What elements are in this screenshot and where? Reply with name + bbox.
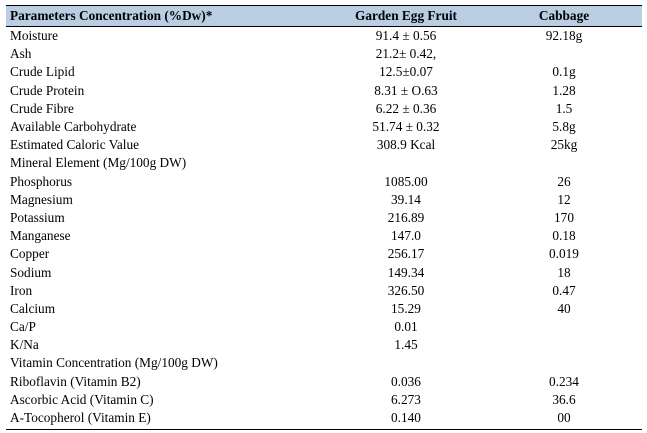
garden-egg-cell: 15.29 xyxy=(391,300,421,316)
parameter-cell: Iron xyxy=(10,282,33,298)
cabbage-cell: 1.5 xyxy=(555,100,573,116)
parameter-cell: Available Carbohydrate xyxy=(10,119,137,135)
cabbage-cell: 18 xyxy=(557,264,571,280)
garden-egg-cell: 326.50 xyxy=(387,282,425,298)
parameter-cell: Ascorbic Acid (Vitamin C) xyxy=(10,391,154,407)
cabbage-cell: 00 xyxy=(557,410,571,426)
table-row: Ascorbic Acid (Vitamin C) 6.273 36.6 xyxy=(6,391,642,409)
table-row: Ca/P 0.01 xyxy=(6,318,642,336)
parameter-cell: Moisture xyxy=(10,28,59,44)
header-cabbage: Cabbage xyxy=(538,8,590,23)
parameter-cell: Vitamin Concentration (Mg/100g DW) xyxy=(10,355,218,371)
garden-egg-cell: 0.140 xyxy=(391,410,421,426)
table-row: Magnesium 39.14 12 xyxy=(6,191,642,209)
cabbage-cell: 36.6 xyxy=(552,391,576,407)
table-row: Available Carbohydrate 51.74 ± 0.32 5.8g xyxy=(6,118,642,136)
table-row: Crude Lipid 12.5±0.07 0.1g xyxy=(6,63,642,81)
cabbage-cell: 1.28 xyxy=(552,82,576,98)
parameter-cell: K/Na xyxy=(10,337,39,353)
table-row: Manganese 147.0 0.18 xyxy=(6,227,642,245)
parameter-cell: Potassium xyxy=(10,209,65,225)
table-row: Calcium 15.29 40 xyxy=(6,300,642,318)
garden-egg-cell: 0.01 xyxy=(394,319,418,335)
table-row: Copper 256.17 0.019 xyxy=(6,245,642,263)
parameter-cell: Crude Protein xyxy=(10,82,85,98)
table-row: Crude Protein 8.31 ± O.63 1.28 xyxy=(6,82,642,100)
cabbage-cell: 0.019 xyxy=(549,246,579,262)
parameter-cell: A-Tocopherol (Vitamin E) xyxy=(10,410,151,426)
table-row: Mineral Element (Mg/100g DW) xyxy=(6,154,642,172)
cabbage-cell: 0.234 xyxy=(549,373,579,389)
header-garden-egg: Garden Egg Fruit xyxy=(355,8,457,23)
table-row: K/Na 1.45 xyxy=(6,336,642,354)
table-body: Moisture 91.4 ± 0.56 92.18g Ash 21.2± 0.42, C… xyxy=(6,27,642,427)
table-row: Crude Fibre 6.22 ± 0.36 1.5 xyxy=(6,100,642,118)
table-row: Riboflavin (Vitamin B2) 0.036 0.234 xyxy=(6,373,642,391)
cabbage-cell: 40 xyxy=(557,300,571,316)
parameter-cell: Magnesium xyxy=(10,191,73,207)
table-row: Vitamin Concentration (Mg/100g DW) xyxy=(6,354,642,372)
nutrient-table: Parameters Concentration (%Dw)* Garden E… xyxy=(6,5,642,430)
table-row: Sodium 149.34 18 xyxy=(6,263,642,281)
cabbage-cell: 92.18g xyxy=(545,28,583,44)
header-parameters: Parameters Concentration (%Dw)* xyxy=(10,8,213,23)
parameter-cell: Ash xyxy=(10,46,32,62)
garden-egg-cell: 147.0 xyxy=(391,228,421,244)
parameter-cell: Crude Lipid xyxy=(10,64,75,80)
table-row: A-Tocopherol (Vitamin E) 0.140 00 xyxy=(6,409,642,427)
garden-egg-cell: 12.5±0.07 xyxy=(379,64,433,80)
parameter-cell: Ca/P xyxy=(10,319,36,335)
cabbage-cell: 5.8g xyxy=(552,119,576,135)
table-header: Parameters Concentration (%Dw)* Garden E… xyxy=(6,6,642,27)
cabbage-cell: 0.1g xyxy=(552,64,576,80)
garden-egg-cell: 1.45 xyxy=(394,337,418,353)
parameter-cell: Manganese xyxy=(10,228,71,244)
garden-egg-cell: 39.14 xyxy=(391,191,421,207)
garden-egg-cell: 6.273 xyxy=(391,391,421,407)
cabbage-cell: 170 xyxy=(554,209,574,225)
garden-egg-cell: 91.4 ± 0.56 xyxy=(375,28,437,44)
garden-egg-cell: 256.17 xyxy=(387,246,425,262)
parameter-cell: Crude Fibre xyxy=(10,100,74,116)
garden-egg-cell: 21.2± 0.42, xyxy=(375,46,437,62)
table-row: Potassium 216.89 170 xyxy=(6,209,642,227)
parameter-cell: Estimated Caloric Value xyxy=(10,137,139,153)
cabbage-cell: 12 xyxy=(557,191,571,207)
garden-egg-cell: 1085.00 xyxy=(384,173,428,189)
cabbage-cell: 0.47 xyxy=(552,282,576,298)
table-row: Phosphorus 1085.00 26 xyxy=(6,173,642,191)
cabbage-cell: 25kg xyxy=(550,137,578,153)
table-row: Ash 21.2± 0.42, xyxy=(6,45,642,63)
table-row: Moisture 91.4 ± 0.56 92.18g xyxy=(6,27,642,45)
garden-egg-cell: 0.036 xyxy=(391,373,421,389)
parameter-cell: Riboflavin (Vitamin B2) xyxy=(10,373,141,389)
table-row: Estimated Caloric Value 308.9 Kcal 25kg xyxy=(6,136,642,154)
garden-egg-cell: 149.34 xyxy=(387,264,425,280)
cabbage-cell: 26 xyxy=(557,173,571,189)
table-row: Iron 326.50 0.47 xyxy=(6,282,642,300)
cabbage-cell: 0.18 xyxy=(552,228,576,244)
garden-egg-cell: 308.9 Kcal xyxy=(376,137,436,153)
garden-egg-cell: 6.22 ± 0.36 xyxy=(375,100,437,116)
parameter-cell: Copper xyxy=(10,246,50,262)
garden-egg-cell: 8.31 ± O.63 xyxy=(374,82,438,98)
parameter-cell: Phosphorus xyxy=(10,173,73,189)
parameter-cell: Sodium xyxy=(10,264,52,280)
garden-egg-cell: 51.74 ± 0.32 xyxy=(372,119,440,135)
parameter-cell: Mineral Element (Mg/100g DW) xyxy=(10,155,187,171)
garden-egg-cell: 216.89 xyxy=(387,209,425,225)
parameter-cell: Calcium xyxy=(10,300,56,316)
